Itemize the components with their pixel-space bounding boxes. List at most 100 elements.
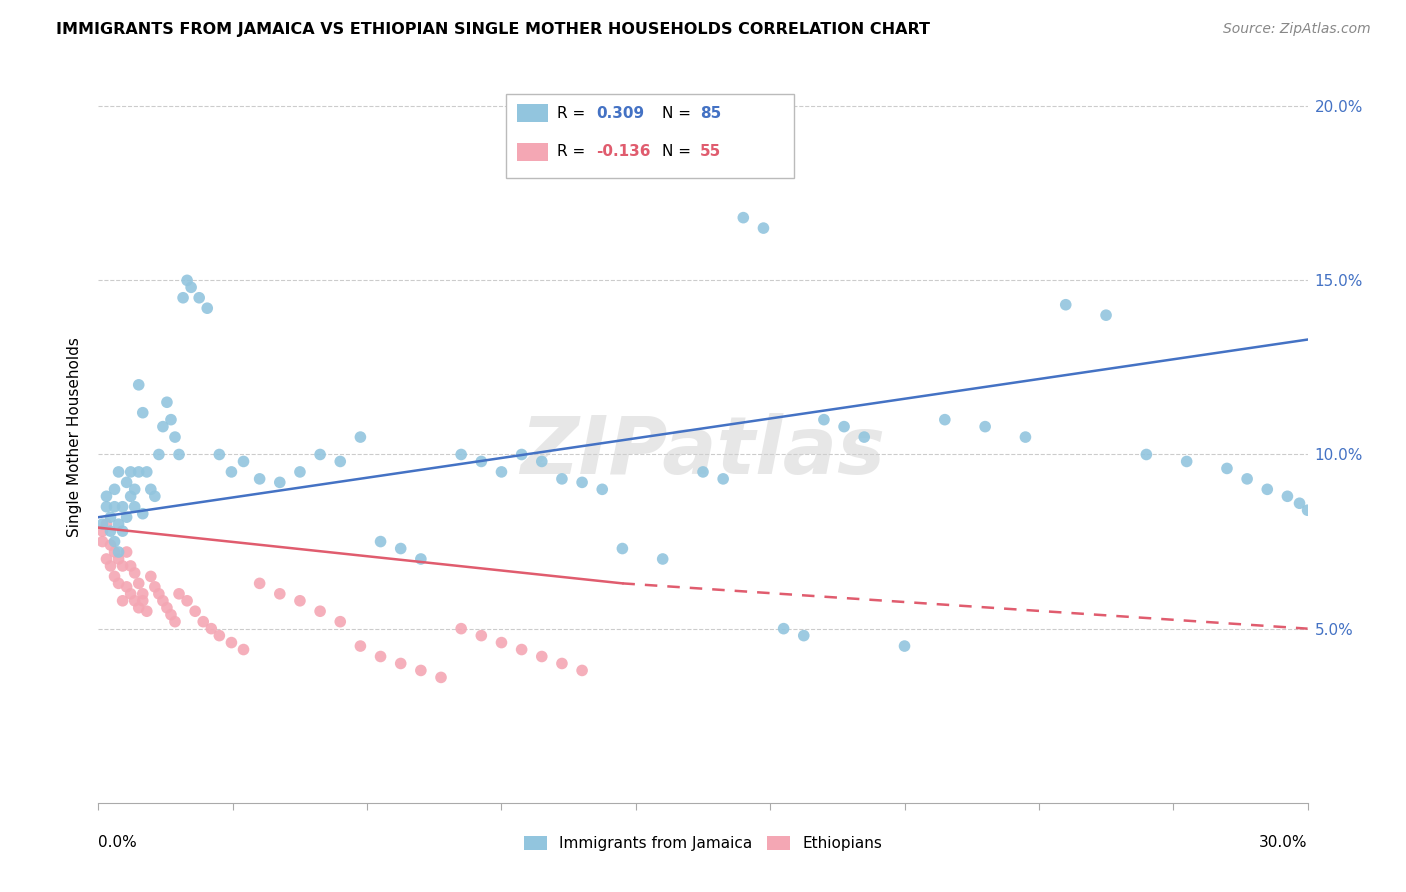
Point	[139, 569, 162, 583]
Point	[1175, 454, 1198, 468]
Point	[470, 454, 492, 468]
Point	[832, 419, 855, 434]
Point	[124, 594, 146, 608]
Point	[510, 448, 533, 462]
Point	[813, 412, 835, 426]
Point	[132, 406, 155, 420]
Point	[491, 635, 513, 649]
Point	[349, 639, 371, 653]
Point	[143, 580, 166, 594]
Point	[1277, 489, 1299, 503]
Point	[491, 465, 513, 479]
Point	[470, 629, 492, 643]
Point	[163, 615, 186, 629]
Text: R =: R =	[557, 145, 591, 159]
Point	[96, 552, 118, 566]
Point	[1316, 517, 1339, 532]
Text: -0.136: -0.136	[596, 145, 651, 159]
Point	[1216, 461, 1239, 475]
Text: ZIPatlas: ZIPatlas	[520, 413, 886, 491]
Point	[91, 534, 114, 549]
Point	[221, 465, 243, 479]
Point	[249, 472, 271, 486]
Point	[1135, 448, 1157, 462]
Point	[571, 664, 593, 678]
Point	[176, 273, 198, 287]
Text: IMMIGRANTS FROM JAMAICA VS ETHIOPIAN SINGLE MOTHER HOUSEHOLDS CORRELATION CHART: IMMIGRANTS FROM JAMAICA VS ETHIOPIAN SIN…	[56, 22, 931, 37]
Text: 0.309: 0.309	[596, 106, 644, 120]
Point	[152, 594, 174, 608]
Point	[409, 664, 432, 678]
Point	[124, 483, 146, 497]
Point	[100, 558, 122, 573]
Point	[193, 615, 215, 629]
Point	[115, 580, 138, 594]
Point	[148, 587, 170, 601]
Text: 85: 85	[700, 106, 721, 120]
Point	[530, 454, 553, 468]
Point	[100, 538, 122, 552]
Text: 55: 55	[700, 145, 721, 159]
Point	[91, 517, 114, 532]
Point	[571, 475, 593, 490]
Text: N =: N =	[662, 145, 696, 159]
Point	[120, 558, 142, 573]
Point	[115, 510, 138, 524]
Point	[160, 412, 183, 426]
Point	[692, 465, 714, 479]
Point	[329, 454, 352, 468]
Point	[156, 395, 179, 409]
Point	[107, 517, 129, 532]
Point	[370, 649, 392, 664]
Point	[156, 600, 179, 615]
Point	[103, 534, 125, 549]
Point	[934, 412, 956, 426]
Point	[1256, 483, 1278, 497]
Point	[160, 607, 183, 622]
Point	[128, 465, 150, 479]
Point	[103, 545, 125, 559]
Legend: Immigrants from Jamaica, Ethiopians: Immigrants from Jamaica, Ethiopians	[517, 830, 889, 857]
Point	[409, 552, 432, 566]
Point	[132, 507, 155, 521]
Point	[200, 622, 222, 636]
Point	[120, 489, 142, 503]
Point	[349, 430, 371, 444]
Point	[107, 576, 129, 591]
Point	[100, 524, 122, 538]
Point	[107, 465, 129, 479]
Point	[195, 301, 218, 316]
Point	[111, 500, 134, 514]
Point	[221, 635, 243, 649]
Point	[793, 629, 815, 643]
Point	[128, 377, 150, 392]
Point	[450, 622, 472, 636]
Point	[135, 465, 157, 479]
Point	[752, 221, 775, 235]
Point	[530, 649, 553, 664]
Point	[1288, 496, 1310, 510]
Point	[510, 642, 533, 657]
Point	[139, 483, 162, 497]
Point	[115, 545, 138, 559]
Point	[172, 291, 194, 305]
Point	[389, 657, 412, 671]
Point	[269, 475, 291, 490]
Point	[163, 430, 186, 444]
Point	[309, 448, 332, 462]
Point	[103, 569, 125, 583]
Point	[1236, 472, 1258, 486]
Text: 30.0%: 30.0%	[1260, 835, 1308, 850]
Point	[711, 472, 734, 486]
Point	[208, 629, 231, 643]
Point	[103, 483, 125, 497]
Point	[370, 534, 392, 549]
Point	[132, 594, 155, 608]
Point	[184, 604, 207, 618]
Point	[124, 500, 146, 514]
Point	[1296, 503, 1319, 517]
Point	[612, 541, 634, 556]
Point	[167, 448, 190, 462]
Point	[288, 465, 311, 479]
Point	[551, 472, 574, 486]
